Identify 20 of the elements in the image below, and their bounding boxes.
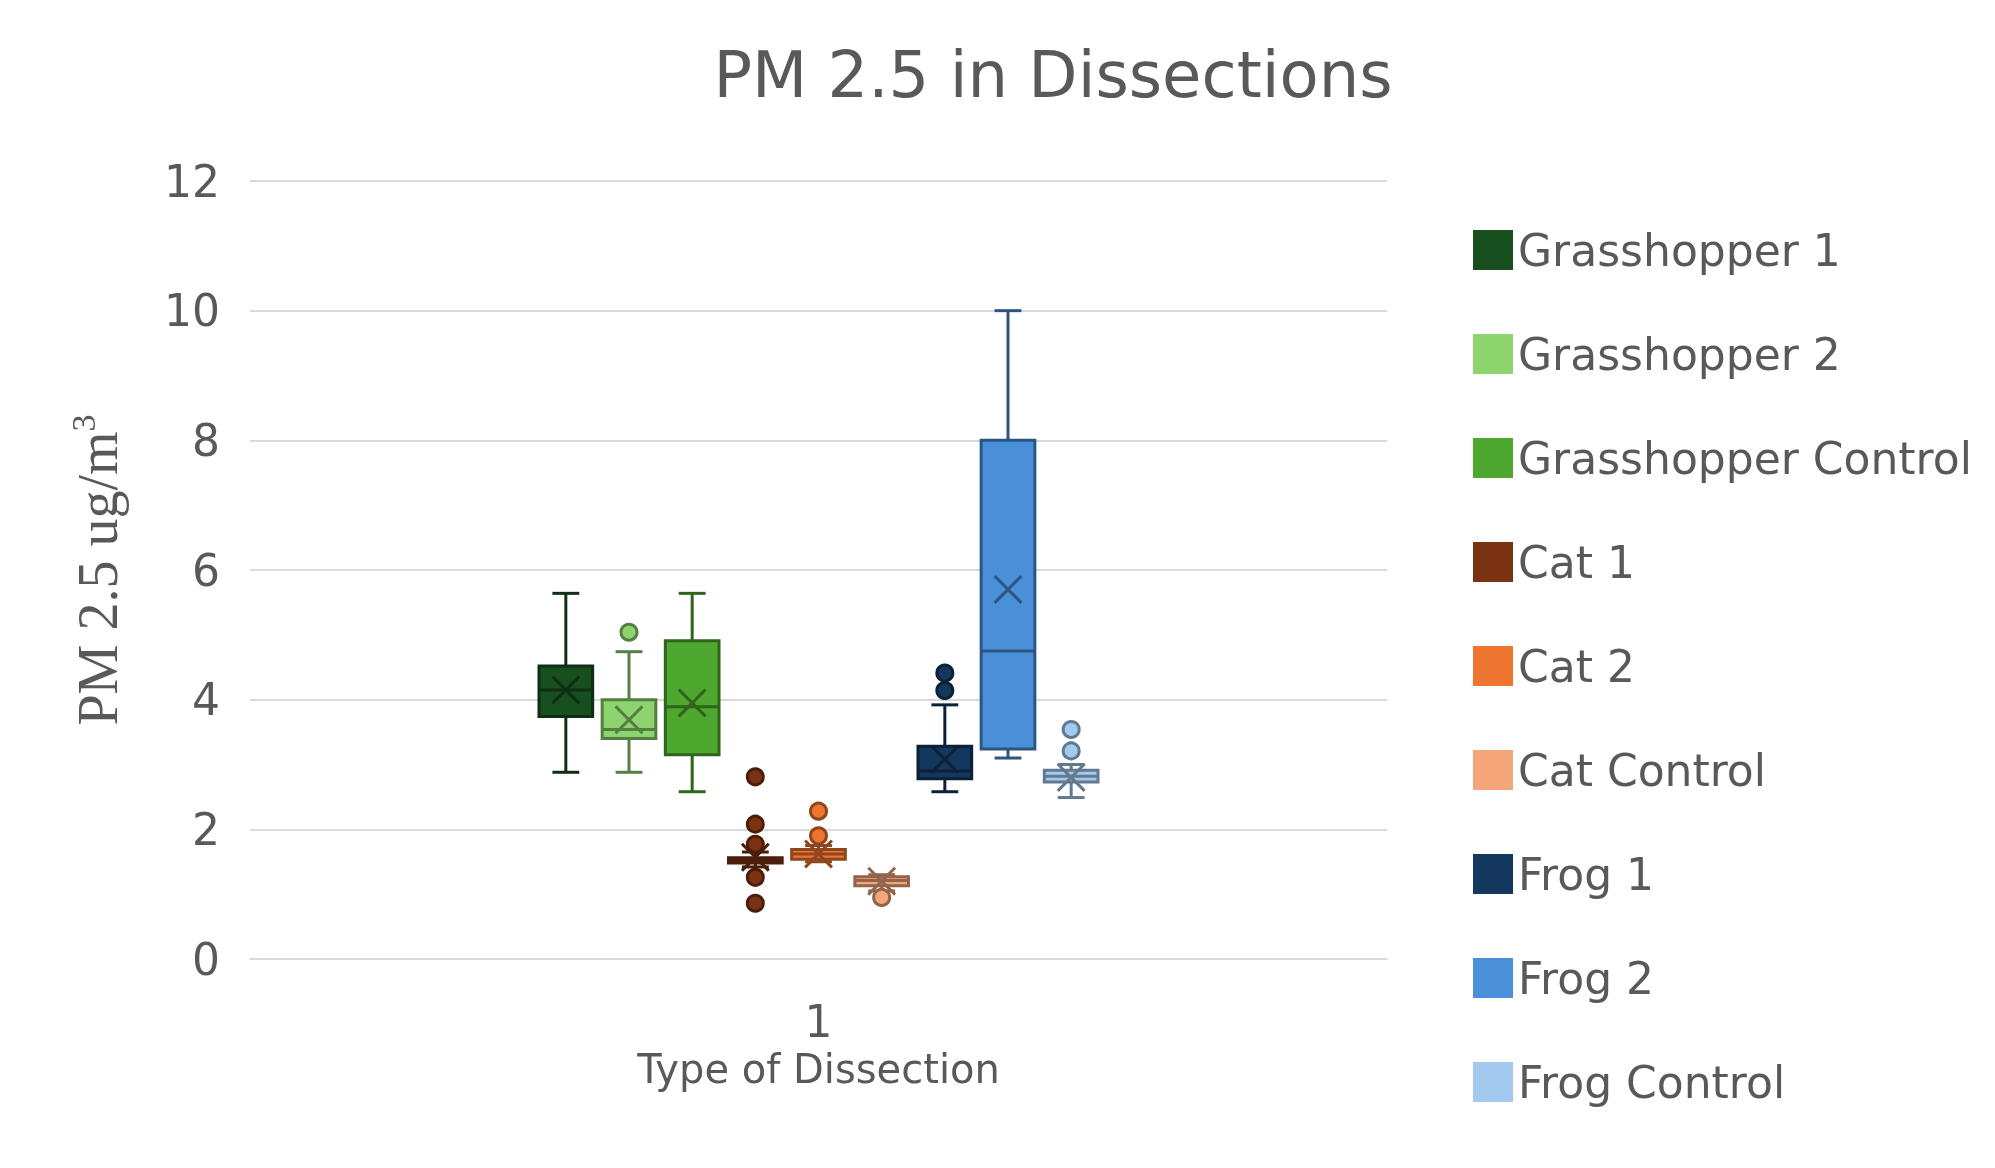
y-tick-label: 2 <box>192 803 220 855</box>
y-tick-label: 10 <box>164 285 220 337</box>
chart-title: PM 2.5 in Dissections <box>713 38 1393 112</box>
legend-label: Cat Control <box>1518 744 1766 796</box>
y-tick-label: 6 <box>192 544 220 596</box>
y-axis-title: PM 2.5 ug/m3 <box>64 414 129 726</box>
legend-label: Grasshopper 2 <box>1518 328 1841 380</box>
y-tick-label: 4 <box>192 674 220 726</box>
legend-label: Frog 1 <box>1518 848 1655 900</box>
y-tick-label: 0 <box>192 933 220 985</box>
legend-label: Cat 2 <box>1518 640 1635 692</box>
y-tick-label: 12 <box>164 155 220 207</box>
x-axis-title: Type of Dissection <box>636 1046 1000 1092</box>
x-tick-label: 1 <box>804 995 833 1047</box>
legend-label: Frog 2 <box>1518 952 1655 1004</box>
legend-label: Grasshopper Control <box>1518 432 1972 484</box>
legend-label: Cat 1 <box>1518 536 1635 588</box>
legend-label: Frog Control <box>1518 1056 1786 1108</box>
legend-label: Grasshopper 1 <box>1518 224 1841 276</box>
y-tick-label: 8 <box>192 414 220 466</box>
